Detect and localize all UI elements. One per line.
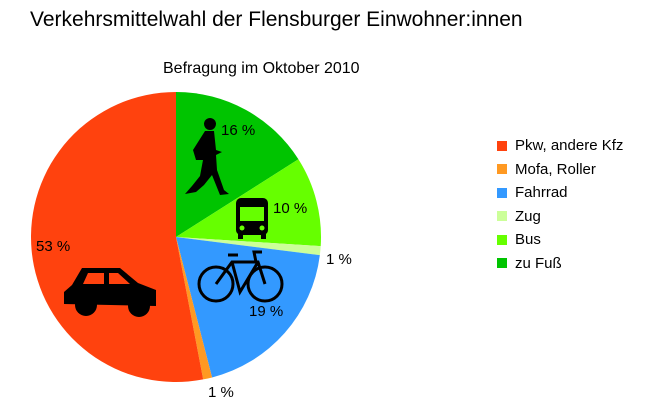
car-icon — [64, 268, 156, 317]
legend-label: Fahrrad — [515, 184, 568, 202]
legend-swatch — [497, 140, 507, 151]
bicycle-icon — [197, 250, 284, 303]
pie-slice-pkw-andere-kfz — [31, 91, 204, 382]
legend-swatch — [497, 258, 507, 269]
legend-swatch — [497, 187, 507, 198]
legend-label: Pkw, andere Kfz — [515, 137, 624, 155]
data-label-fahrrad: 19 % — [249, 303, 284, 320]
legend-swatch — [497, 211, 507, 222]
chart-subtitle: Befragung im Oktober 2010 — [163, 60, 360, 77]
legend-item-bus: Bus — [497, 228, 623, 252]
legend-swatch — [497, 234, 507, 245]
data-label-mofa: 1 % — [208, 384, 234, 401]
pedestrian-icon — [185, 118, 229, 195]
pie-slice-zug — [176, 237, 321, 256]
legend-item-mofa: Mofa, Roller — [497, 158, 623, 182]
legend-label: Zug — [515, 207, 541, 225]
data-label-pkw: 53 % — [36, 238, 71, 255]
data-label-bus: 10 % — [273, 200, 308, 217]
data-label-zug: 1 % — [326, 251, 352, 268]
data-label-zu-fuss: 16 % — [221, 122, 256, 139]
legend-label: Bus — [515, 231, 541, 249]
legend-item-pkw: Pkw, andere Kfz — [497, 134, 623, 158]
legend-swatch — [497, 164, 507, 175]
legend-label: Mofa, Roller — [515, 160, 596, 178]
pie-slice-mofa-roller — [176, 237, 213, 380]
legend-item-zug: Zug — [497, 205, 623, 229]
pie-slice-fahrrad — [176, 237, 320, 378]
bus-icon — [236, 198, 268, 239]
legend-item-zu-fuss: zu Fuß — [497, 252, 623, 276]
chart-title: Verkehrsmittelwahl der Flensburger Einwo… — [30, 8, 523, 31]
legend: Pkw, andere Kfz Mofa, Roller Fahrrad Zug… — [497, 134, 623, 275]
legend-label: zu Fuß — [515, 254, 562, 272]
legend-item-fahrrad: Fahrrad — [497, 181, 623, 205]
